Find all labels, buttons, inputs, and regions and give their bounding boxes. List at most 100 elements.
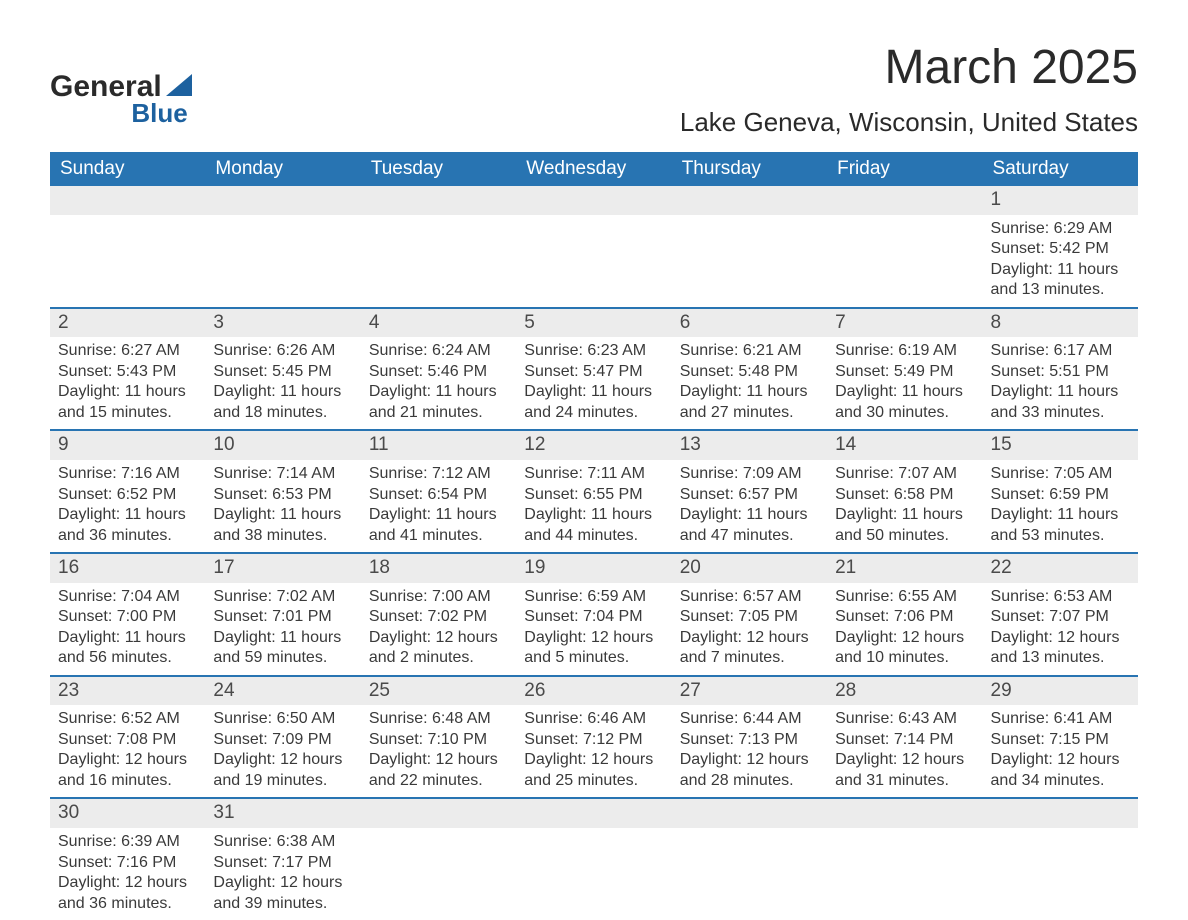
day-number: 5 xyxy=(516,309,671,338)
sunrise-line: Sunrise: 6:26 AM xyxy=(213,341,352,361)
sunset-line: Sunset: 7:01 PM xyxy=(213,607,352,627)
daylight-line: Daylight: 12 hours and 2 minutes. xyxy=(369,628,508,669)
daylight-line: Daylight: 12 hours and 36 minutes. xyxy=(58,873,197,914)
day-number: 26 xyxy=(516,677,671,706)
sunrise-line: Sunrise: 6:17 AM xyxy=(991,341,1130,361)
calendar-day: 30Sunrise: 6:39 AMSunset: 7:16 PMDayligh… xyxy=(50,798,205,920)
sunset-line: Sunset: 7:06 PM xyxy=(835,607,974,627)
weekday-header: Tuesday xyxy=(361,152,516,186)
day-data: Sunrise: 6:24 AMSunset: 5:46 PMDaylight:… xyxy=(361,337,516,429)
day-data: Sunrise: 6:39 AMSunset: 7:16 PMDaylight:… xyxy=(50,828,205,920)
daylight-line: Daylight: 12 hours and 5 minutes. xyxy=(524,628,663,669)
calendar-day: 13Sunrise: 7:09 AMSunset: 6:57 PMDayligh… xyxy=(672,430,827,553)
sunrise-line: Sunrise: 7:14 AM xyxy=(213,464,352,484)
day-data: Sunrise: 6:48 AMSunset: 7:10 PMDaylight:… xyxy=(361,705,516,797)
day-number: 3 xyxy=(205,309,360,338)
sunset-line: Sunset: 7:13 PM xyxy=(680,730,819,750)
brand-text-blue: Blue xyxy=(120,98,192,129)
day-number: 15 xyxy=(983,431,1138,460)
calendar-week: 23Sunrise: 6:52 AMSunset: 7:08 PMDayligh… xyxy=(50,676,1138,799)
day-number: 16 xyxy=(50,554,205,583)
calendar-day: 28 Sunrise: 6:43 AMSunset: 7:14 PMDayligh… xyxy=(827,676,982,799)
day-number: 2 xyxy=(50,309,205,338)
day-data: Sunrise: 7:11 AMSunset: 6:55 PMDaylight:… xyxy=(516,460,671,552)
sunset-line: Sunset: 7:05 PM xyxy=(680,607,819,627)
calendar-day: 10Sunrise: 7:14 AMSunset: 6:53 PMDayligh… xyxy=(205,430,360,553)
sunrise-line: Sunrise: 7:00 AM xyxy=(369,587,508,607)
brand-triangle-icon xyxy=(166,74,192,96)
day-number: 24 xyxy=(205,677,360,706)
daylight-line: Daylight: 11 hours and 30 minutes. xyxy=(835,382,974,423)
day-data: Sunrise: 6:57 AMSunset: 7:05 PMDaylight:… xyxy=(672,583,827,675)
sunset-line: Sunset: 7:09 PM xyxy=(213,730,352,750)
daylight-line: Daylight: 12 hours and 31 minutes. xyxy=(835,750,974,791)
header: General Blue March 2025 Lake Geneva, Wis… xyxy=(50,40,1138,152)
sunrise-line: Sunrise: 6:38 AM xyxy=(213,832,352,852)
weekday-header: Sunday xyxy=(50,152,205,186)
sunset-line: Sunset: 7:08 PM xyxy=(58,730,197,750)
sunrise-line: Sunrise: 6:50 AM xyxy=(213,709,352,729)
calendar-day: 15Sunrise: 7:05 AMSunset: 6:59 PMDayligh… xyxy=(983,430,1138,553)
calendar-day: 24Sunrise: 6:50 AMSunset: 7:09 PMDayligh… xyxy=(205,676,360,799)
day-number: 14 xyxy=(827,431,982,460)
day-number-empty xyxy=(672,799,827,828)
daylight-line: Daylight: 11 hours and 44 minutes. xyxy=(524,505,663,546)
day-number-empty xyxy=(983,799,1138,828)
calendar-day: 27Sunrise: 6:44 AMSunset: 7:13 PMDayligh… xyxy=(672,676,827,799)
day-data: Sunrise: 6:44 AMSunset: 7:13 PMDaylight:… xyxy=(672,705,827,797)
day-number: 1 xyxy=(983,186,1138,215)
calendar-week: 30Sunrise: 6:39 AMSunset: 7:16 PMDayligh… xyxy=(50,798,1138,920)
sunrise-line: Sunrise: 7:02 AM xyxy=(213,587,352,607)
day-data: Sunrise: 6:26 AMSunset: 5:45 PMDaylight:… xyxy=(205,337,360,429)
daylight-line: Daylight: 11 hours and 38 minutes. xyxy=(213,505,352,546)
daylight-line: Daylight: 11 hours and 18 minutes. xyxy=(213,382,352,423)
daylight-line: Daylight: 12 hours and 25 minutes. xyxy=(524,750,663,791)
calendar-day-empty xyxy=(361,798,516,920)
sunset-line: Sunset: 7:07 PM xyxy=(991,607,1130,627)
day-data: Sunrise: 6:46 AMSunset: 7:12 PMDaylight:… xyxy=(516,705,671,797)
sunset-line: Sunset: 7:15 PM xyxy=(991,730,1130,750)
calendar-day-empty xyxy=(672,186,827,308)
day-number: 28 xyxy=(827,677,982,706)
sunrise-line: Sunrise: 6:43 AM xyxy=(835,709,974,729)
sunset-line: Sunset: 7:14 PM xyxy=(835,730,974,750)
day-number: 20 xyxy=(672,554,827,583)
calendar-day: 19Sunrise: 6:59 AMSunset: 7:04 PMDayligh… xyxy=(516,553,671,676)
daylight-line: Daylight: 11 hours and 41 minutes. xyxy=(369,505,508,546)
day-data: Sunrise: 6:29 AMSunset: 5:42 PMDaylight:… xyxy=(983,215,1138,307)
calendar-day-empty xyxy=(827,798,982,920)
day-number-empty xyxy=(672,186,827,215)
daylight-line: Daylight: 12 hours and 28 minutes. xyxy=(680,750,819,791)
calendar-table: SundayMondayTuesdayWednesdayThursdayFrid… xyxy=(50,152,1138,920)
weekday-header: Monday xyxy=(205,152,360,186)
calendar-day: 26Sunrise: 6:46 AMSunset: 7:12 PMDayligh… xyxy=(516,676,671,799)
day-data: Sunrise: 6:17 AMSunset: 5:51 PMDaylight:… xyxy=(983,337,1138,429)
calendar-week: 1Sunrise: 6:29 AMSunset: 5:42 PMDaylight… xyxy=(50,186,1138,308)
weekday-header: Thursday xyxy=(672,152,827,186)
day-number: 9 xyxy=(50,431,205,460)
calendar-day: 7Sunrise: 6:19 AMSunset: 5:49 PMDaylight… xyxy=(827,308,982,431)
sunset-line: Sunset: 5:49 PM xyxy=(835,362,974,382)
day-number: 21 xyxy=(827,554,982,583)
day-number-empty xyxy=(50,186,205,215)
brand-logo: General Blue xyxy=(50,70,192,129)
day-number: 4 xyxy=(361,309,516,338)
sunset-line: Sunset: 6:54 PM xyxy=(369,485,508,505)
sunrise-line: Sunrise: 7:09 AM xyxy=(680,464,819,484)
day-number-empty xyxy=(516,799,671,828)
day-data: Sunrise: 7:14 AMSunset: 6:53 PMDaylight:… xyxy=(205,460,360,552)
daylight-line: Daylight: 12 hours and 13 minutes. xyxy=(991,628,1130,669)
day-number-empty xyxy=(827,799,982,828)
calendar-day: 29Sunrise: 6:41 AMSunset: 7:15 PMDayligh… xyxy=(983,676,1138,799)
day-data: Sunrise: 6:50 AMSunset: 7:09 PMDaylight:… xyxy=(205,705,360,797)
day-number: 8 xyxy=(983,309,1138,338)
calendar-day: 18Sunrise: 7:00 AMSunset: 7:02 PMDayligh… xyxy=(361,553,516,676)
calendar-day: 16Sunrise: 7:04 AMSunset: 7:00 PMDayligh… xyxy=(50,553,205,676)
daylight-line: Daylight: 12 hours and 16 minutes. xyxy=(58,750,197,791)
calendar-day-empty xyxy=(361,186,516,308)
sunrise-line: Sunrise: 6:24 AM xyxy=(369,341,508,361)
calendar-day-empty xyxy=(827,186,982,308)
calendar-day: 4Sunrise: 6:24 AMSunset: 5:46 PMDaylight… xyxy=(361,308,516,431)
day-data: Sunrise: 7:04 AMSunset: 7:00 PMDaylight:… xyxy=(50,583,205,675)
sunrise-line: Sunrise: 6:59 AM xyxy=(524,587,663,607)
